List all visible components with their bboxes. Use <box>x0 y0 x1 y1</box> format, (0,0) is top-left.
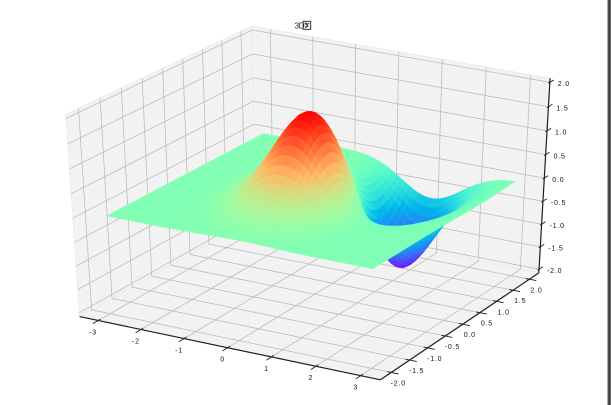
svg-text:-0.5: -0.5 <box>445 344 460 351</box>
svg-text:-2: -2 <box>132 339 140 346</box>
svg-text:2.0: 2.0 <box>530 287 542 294</box>
svg-text:-1: -1 <box>175 348 183 355</box>
svg-text:-1.5: -1.5 <box>409 368 424 375</box>
svg-text:1.5: 1.5 <box>556 105 568 112</box>
svg-text:-3: -3 <box>89 330 97 337</box>
svg-text:2: 2 <box>309 375 314 382</box>
svg-text:1.5: 1.5 <box>514 298 526 305</box>
svg-text:0.0: 0.0 <box>464 332 476 339</box>
svg-text:-2.0: -2.0 <box>391 381 406 388</box>
svg-text:1: 1 <box>264 366 269 373</box>
svg-text:-1.0: -1.0 <box>427 356 442 363</box>
svg-text:0.0: 0.0 <box>552 177 564 184</box>
svg-text:-0.5: -0.5 <box>551 200 566 207</box>
svg-text:2.0: 2.0 <box>558 81 570 88</box>
svg-text:-1.0: -1.0 <box>550 223 565 230</box>
svg-text:1.0: 1.0 <box>498 309 510 316</box>
svg-text:1.0: 1.0 <box>555 130 567 137</box>
svg-text:-2.0: -2.0 <box>547 268 562 275</box>
svg-text:3: 3 <box>353 385 358 392</box>
svg-text:3D: 3D <box>295 21 305 31</box>
svg-text:-1.5: -1.5 <box>548 246 563 253</box>
svg-text:0: 0 <box>220 357 225 364</box>
svg-text:0.5: 0.5 <box>481 321 493 328</box>
svg-text:0.5: 0.5 <box>554 153 566 160</box>
